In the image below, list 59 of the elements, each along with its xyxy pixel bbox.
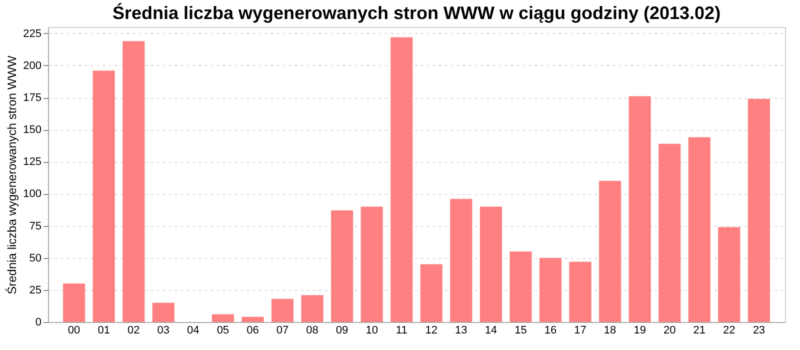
x-tick-label: 18 — [604, 324, 616, 336]
bar — [122, 41, 145, 322]
y-tick-label: 150 — [23, 124, 42, 136]
bar — [599, 180, 622, 322]
bar — [420, 264, 442, 322]
y-axis-title: Średnia liczba wygenerowanych stron WWW — [5, 54, 20, 294]
y-tick-label: 225 — [23, 28, 42, 40]
bar — [748, 98, 770, 322]
y-tick-label: 200 — [23, 60, 42, 72]
x-tick-label: 08 — [306, 324, 318, 336]
x-tick-label: 11 — [396, 324, 408, 336]
x-tick-label: 23 — [752, 324, 766, 336]
x-tick-label: 16 — [544, 324, 557, 336]
y-tick-label: 125 — [23, 156, 42, 168]
x-tick-label: 15 — [514, 324, 527, 336]
x-tick-label: 20 — [663, 324, 676, 336]
y-tick-label: 50 — [29, 252, 42, 264]
bar — [480, 206, 502, 322]
x-tick-label: 06 — [246, 324, 259, 336]
x-tick-label: 10 — [366, 324, 378, 336]
bar — [510, 251, 532, 322]
y-tick-label: 0 — [35, 316, 42, 328]
y-tick-label: 25 — [29, 284, 42, 296]
x-tick-label: 21 — [693, 324, 706, 336]
y-tick-label: 100 — [23, 188, 42, 200]
x-tick-label: 17 — [574, 324, 586, 336]
bar — [92, 70, 115, 322]
y-tick-label: 75 — [29, 220, 42, 232]
bar — [242, 316, 264, 322]
bar — [63, 284, 86, 322]
x-tick-label: 22 — [723, 324, 736, 336]
chart-title: Średnia liczba wygenerowanych stron WWW w ciągu godziny (2013.02) — [112, 3, 721, 23]
y-tick-label: 175 — [23, 92, 42, 104]
bar — [152, 302, 174, 322]
x-tick-label: 03 — [157, 324, 170, 336]
x-tick-label: 13 — [455, 324, 468, 336]
x-tick-label: 19 — [634, 324, 646, 336]
bar — [301, 295, 324, 322]
x-tick-label: 05 — [216, 324, 230, 336]
bar — [688, 137, 710, 322]
bar — [212, 314, 234, 322]
x-tick-label: 12 — [425, 324, 438, 336]
x-tick-label: 07 — [276, 324, 289, 336]
bar — [271, 298, 294, 322]
bar — [718, 227, 740, 322]
bar — [658, 144, 681, 322]
bar — [450, 198, 472, 322]
bar — [390, 37, 413, 322]
bar — [628, 96, 651, 322]
x-tick-label: 02 — [127, 324, 140, 336]
x-tick-label: 14 — [484, 324, 498, 336]
bar — [331, 210, 354, 322]
bar — [569, 262, 592, 322]
bar — [539, 258, 562, 322]
x-tick-label: 01 — [98, 324, 110, 336]
x-tick-label: 04 — [187, 324, 200, 336]
x-tick-label: 00 — [68, 324, 80, 336]
x-tick-label: 09 — [336, 324, 348, 336]
bar — [360, 206, 383, 322]
